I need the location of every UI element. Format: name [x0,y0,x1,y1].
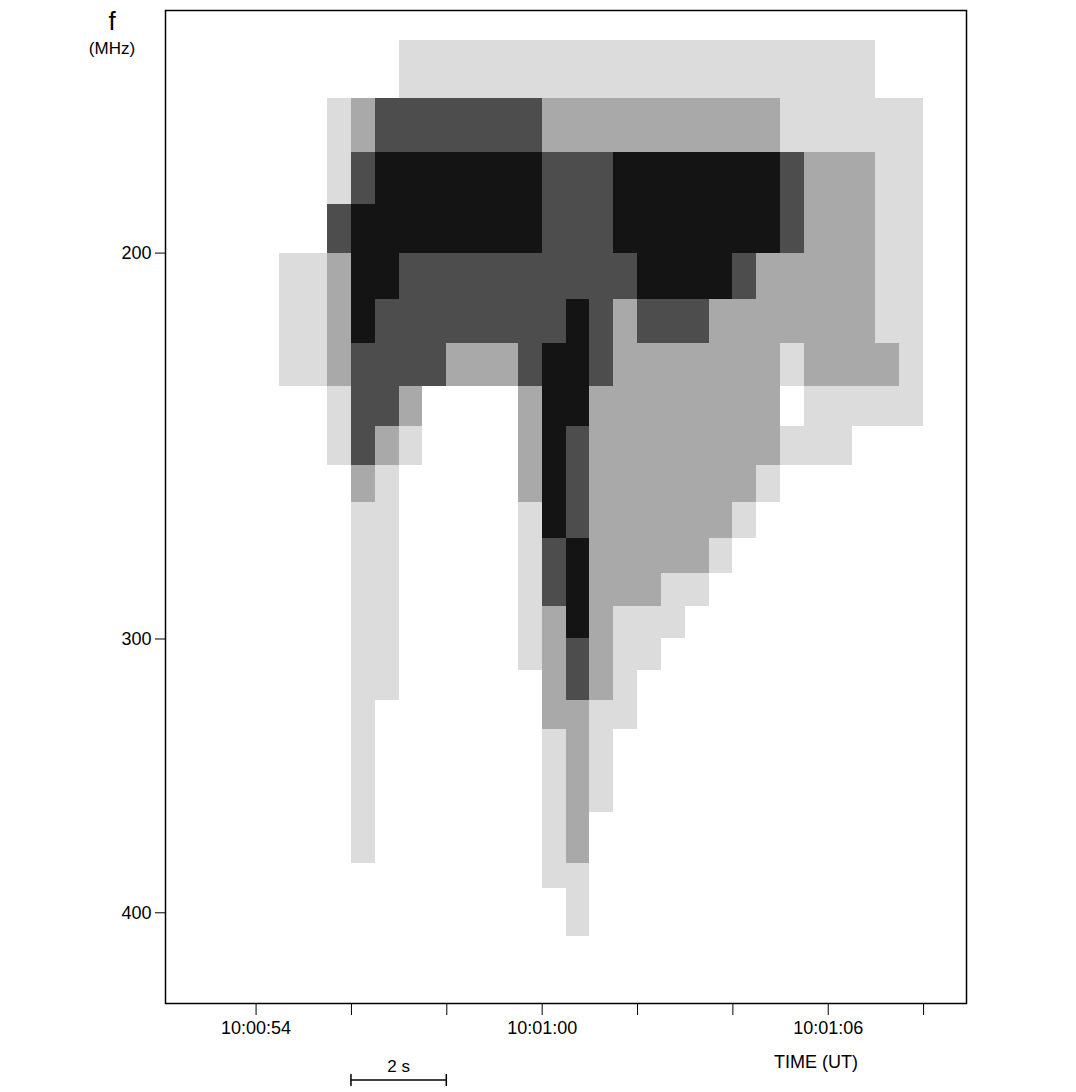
svg-text:(MHz): (MHz) [89,39,135,58]
svg-text:10:01:00: 10:01:00 [507,1018,577,1038]
svg-text:10:00:54: 10:00:54 [221,1018,291,1038]
svg-text:10:01:06: 10:01:06 [793,1018,863,1038]
svg-text:TIME (UT): TIME (UT) [774,1052,858,1072]
svg-text:f: f [108,6,116,36]
svg-text:2 s: 2 s [387,1057,410,1076]
svg-text:200: 200 [121,243,151,263]
svg-text:400: 400 [121,903,151,923]
svg-text:300: 300 [121,629,151,649]
